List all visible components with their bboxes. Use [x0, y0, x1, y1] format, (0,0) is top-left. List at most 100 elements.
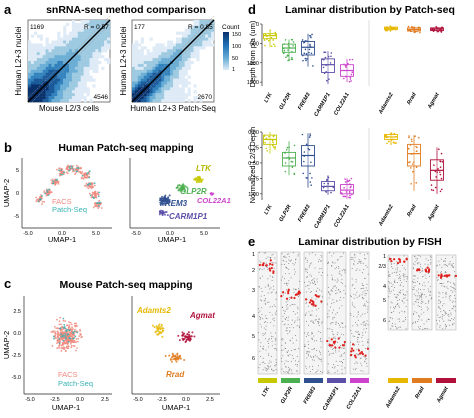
nucleus-dot: [420, 292, 422, 294]
data-point: [263, 39, 266, 41]
nucleus-dot: [312, 356, 314, 358]
nucleus-dot: [258, 269, 260, 271]
heatmap-cell: [77, 34, 81, 38]
data-point: [438, 148, 440, 151]
nucleus-dot: [421, 268, 423, 270]
data-point: [305, 143, 308, 146]
nucleus-dot: [356, 353, 358, 355]
patchseq-point: [52, 180, 55, 183]
nucleus-dot: [294, 304, 296, 306]
nucleus-dot: [333, 348, 335, 350]
nucleus-dot: [438, 307, 440, 309]
heatmap-cell: [137, 43, 141, 47]
nucleus-dot: [426, 320, 428, 322]
nucleus-dot: [390, 290, 392, 292]
heatmap-cell: [193, 90, 197, 94]
nucleus-dot: [354, 288, 356, 289]
nucleus-dot: [447, 281, 448, 283]
patchseq-point: [52, 335, 55, 338]
nucleus-dot: [444, 286, 446, 288]
heatmap-cell: [98, 31, 102, 35]
heatmap-cell: [28, 49, 32, 53]
y-axis-label: Depth from pia (um): [248, 20, 257, 87]
nucleus-dot: [418, 319, 420, 321]
heatmap-cell: [107, 37, 111, 41]
nucleus-dot: [284, 313, 285, 315]
heatmap-cell: [167, 58, 171, 62]
heatmap-cell: [137, 58, 141, 62]
nucleus-dot: [416, 280, 418, 282]
heatmap-cell: [181, 40, 185, 44]
heatmap-cell: [164, 72, 168, 76]
nucleus-dot: [365, 265, 367, 267]
heatmap-cell: [134, 46, 139, 50]
umap-human-patchseq-types: LTK GLP2R FREM3 COL22A1 CARM1P1 -5.0 0.0…: [129, 158, 231, 244]
umap-points: [35, 164, 103, 210]
heatmap-cell: [158, 43, 162, 47]
nucleus-dot: [406, 276, 408, 278]
layer-label: 6: [383, 318, 386, 324]
facs-point: [59, 340, 62, 343]
heatmap-cell: [184, 43, 188, 47]
nucleus-dot: [403, 279, 405, 281]
nucleus-dot: [275, 314, 277, 316]
nucleus-dot: [351, 278, 353, 280]
nucleus-dot: [316, 290, 317, 292]
nucleus-dot: [429, 285, 431, 287]
heatmap-cell: [196, 20, 200, 24]
nucleus-dot: [356, 331, 358, 333]
nucleus-dot: [294, 320, 296, 322]
nucleus-dot: [332, 318, 334, 320]
data-point: [350, 183, 353, 186]
nucleus-dot: [289, 305, 291, 307]
nucleus-dot: [259, 268, 261, 269]
nucleus-dot: [352, 257, 354, 259]
heatmap-cell: [161, 87, 165, 91]
heatmap-cell: [83, 34, 87, 38]
box-glp2r: [282, 141, 296, 176]
facs-point: [66, 343, 69, 345]
heatmap-cell: [152, 69, 156, 73]
heatmap-cell: [51, 93, 55, 97]
heatmap-cell: [175, 72, 180, 76]
nucleus-dot: [357, 348, 359, 350]
nucleus-dot: [404, 297, 406, 299]
ltk-point: [198, 178, 201, 181]
nucleus-dot: [453, 305, 455, 307]
facs-point: [73, 340, 76, 342]
nucleus-dot: [365, 358, 367, 360]
nucleus-dot: [344, 326, 346, 328]
heatmap-cell: [193, 46, 197, 50]
patchseq-point: [46, 189, 48, 192]
nucleus-dot: [285, 342, 286, 344]
fish-positive-cell: [454, 274, 458, 277]
nucleus-dot: [312, 338, 314, 340]
nucleus-dot: [311, 297, 313, 299]
heatmap-cell: [149, 96, 153, 100]
data-point: [410, 30, 413, 33]
heatmap-cell: [71, 87, 76, 91]
layer-label: 1: [383, 254, 386, 260]
fish-positive-cell: [443, 274, 446, 277]
heatmap-cell: [208, 20, 212, 24]
nucleus-dot: [363, 356, 365, 357]
y-tick: 1000: [247, 61, 259, 67]
heatmap-cell: [98, 22, 102, 27]
nucleus-dot: [415, 301, 417, 303]
heatmap-cell: [74, 63, 78, 68]
nucleus-dot: [402, 275, 404, 276]
nucleus-dot: [416, 259, 418, 261]
nucleus-dot: [271, 280, 273, 282]
nucleus-dot: [399, 284, 401, 286]
patchseq-point: [88, 176, 91, 179]
nucleus-dot: [320, 371, 321, 373]
nucleus-dot: [454, 271, 455, 273]
data-point: [393, 138, 395, 141]
heatmap-cell: [193, 96, 197, 100]
heatmap-cell: [80, 66, 84, 70]
patchseq-point: [62, 334, 65, 336]
facs-point: [70, 346, 73, 349]
data-point: [323, 72, 326, 75]
heatmap-cell: [187, 40, 191, 44]
heatmap-cell: [77, 58, 81, 62]
